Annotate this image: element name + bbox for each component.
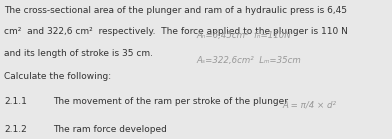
Text: and its length of stroke is 35 cm.: and its length of stroke is 35 cm. — [4, 49, 153, 58]
Text: The movement of the ram per stroke of the plunger: The movement of the ram per stroke of th… — [53, 97, 288, 106]
Text: Aₛ=322,6cm²  Lₘ=35cm: Aₛ=322,6cm² Lₘ=35cm — [196, 56, 301, 65]
Text: Calculate the following:: Calculate the following: — [4, 72, 111, 81]
Text: The ram force developed: The ram force developed — [53, 125, 167, 134]
Text: cm²  and 322,6 cm²  respectively.  The force applied to the plunger is 110 N: cm² and 322,6 cm² respectively. The forc… — [4, 27, 348, 36]
Text: 2.1.2: 2.1.2 — [4, 125, 27, 134]
Text: The cross-sectional area of the plunger and ram of a hydraulic press is 6,45: The cross-sectional area of the plunger … — [4, 6, 347, 15]
Text: Aₙ=6,45cm²  fₙ=110N: Aₙ=6,45cm² fₙ=110N — [196, 31, 291, 40]
Text: A = π/4 × d²: A = π/4 × d² — [282, 100, 336, 109]
Text: 2.1.1: 2.1.1 — [4, 97, 27, 106]
